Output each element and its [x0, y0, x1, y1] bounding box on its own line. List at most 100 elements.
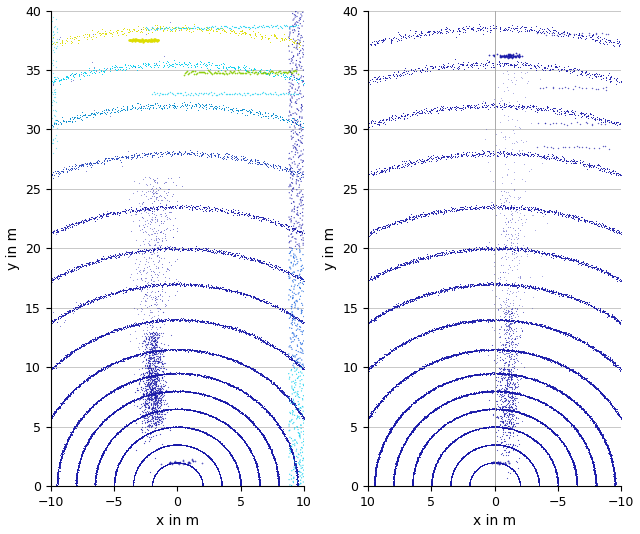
Point	[192, 62, 202, 70]
Point	[273, 469, 284, 477]
Point	[198, 390, 208, 398]
Point	[429, 406, 439, 414]
Point	[94, 333, 104, 341]
Point	[590, 420, 600, 429]
Point	[200, 391, 211, 399]
Point	[499, 369, 509, 378]
Point	[61, 307, 72, 316]
Point	[408, 481, 418, 489]
Point	[157, 464, 167, 472]
Point	[522, 282, 532, 290]
Point	[297, 444, 307, 452]
Point	[565, 395, 575, 404]
Point	[134, 241, 145, 249]
Point	[154, 425, 164, 434]
Point	[182, 441, 192, 450]
Point	[257, 429, 267, 438]
Point	[150, 387, 160, 396]
Point	[272, 419, 282, 427]
Point	[82, 162, 92, 170]
Point	[224, 380, 234, 389]
Point	[170, 387, 180, 395]
Point	[587, 344, 597, 352]
Point	[591, 344, 602, 353]
Point	[475, 280, 485, 288]
Point	[447, 248, 458, 256]
Point	[500, 370, 510, 379]
Point	[49, 43, 60, 52]
Point	[470, 102, 480, 111]
Point	[246, 448, 256, 457]
Point	[606, 399, 616, 407]
Point	[510, 467, 520, 476]
Point	[145, 387, 155, 396]
Point	[196, 476, 207, 485]
Point	[128, 480, 138, 489]
Point	[81, 160, 92, 168]
Point	[72, 476, 82, 484]
Point	[468, 407, 478, 416]
Point	[413, 420, 423, 428]
Point	[502, 461, 512, 470]
Point	[297, 330, 307, 339]
Point	[221, 354, 232, 362]
Point	[520, 391, 530, 400]
Point	[429, 464, 440, 472]
Point	[298, 80, 308, 88]
Point	[472, 388, 483, 397]
Point	[265, 443, 275, 451]
Point	[129, 417, 139, 425]
Point	[150, 446, 160, 454]
Point	[390, 468, 400, 477]
Point	[236, 434, 246, 443]
Point	[169, 99, 179, 107]
Point	[517, 373, 527, 381]
Point	[231, 428, 241, 436]
Point	[272, 472, 282, 480]
Point	[551, 467, 561, 476]
Point	[250, 367, 260, 375]
Point	[469, 389, 479, 398]
Point	[110, 63, 120, 72]
Point	[480, 316, 490, 325]
Point	[191, 345, 201, 354]
Point	[72, 470, 82, 478]
Point	[372, 400, 383, 409]
Point	[292, 130, 302, 139]
Point	[378, 441, 388, 449]
Point	[466, 447, 476, 456]
Point	[390, 420, 400, 428]
Point	[549, 461, 559, 469]
Point	[282, 434, 292, 442]
Point	[216, 474, 226, 483]
Point	[394, 301, 404, 310]
Point	[538, 399, 548, 407]
Point	[408, 468, 418, 477]
Point	[521, 430, 531, 439]
Point	[68, 347, 79, 356]
Point	[468, 469, 478, 478]
Point	[225, 23, 235, 32]
Point	[541, 422, 551, 430]
Point	[212, 463, 222, 472]
Point	[197, 476, 207, 485]
Point	[154, 465, 164, 474]
Point	[73, 381, 83, 390]
Point	[127, 321, 138, 330]
Point	[196, 427, 207, 436]
Point	[102, 442, 112, 450]
Point	[393, 299, 403, 308]
Point	[415, 254, 425, 262]
Point	[258, 431, 268, 440]
Point	[132, 436, 143, 444]
Point	[476, 388, 486, 397]
Point	[156, 425, 166, 433]
Point	[449, 465, 459, 474]
Point	[444, 207, 454, 215]
Point	[493, 370, 504, 379]
Point	[469, 468, 479, 477]
Point	[141, 387, 152, 395]
Point	[502, 424, 513, 433]
Point	[384, 429, 394, 438]
Point	[465, 104, 475, 112]
